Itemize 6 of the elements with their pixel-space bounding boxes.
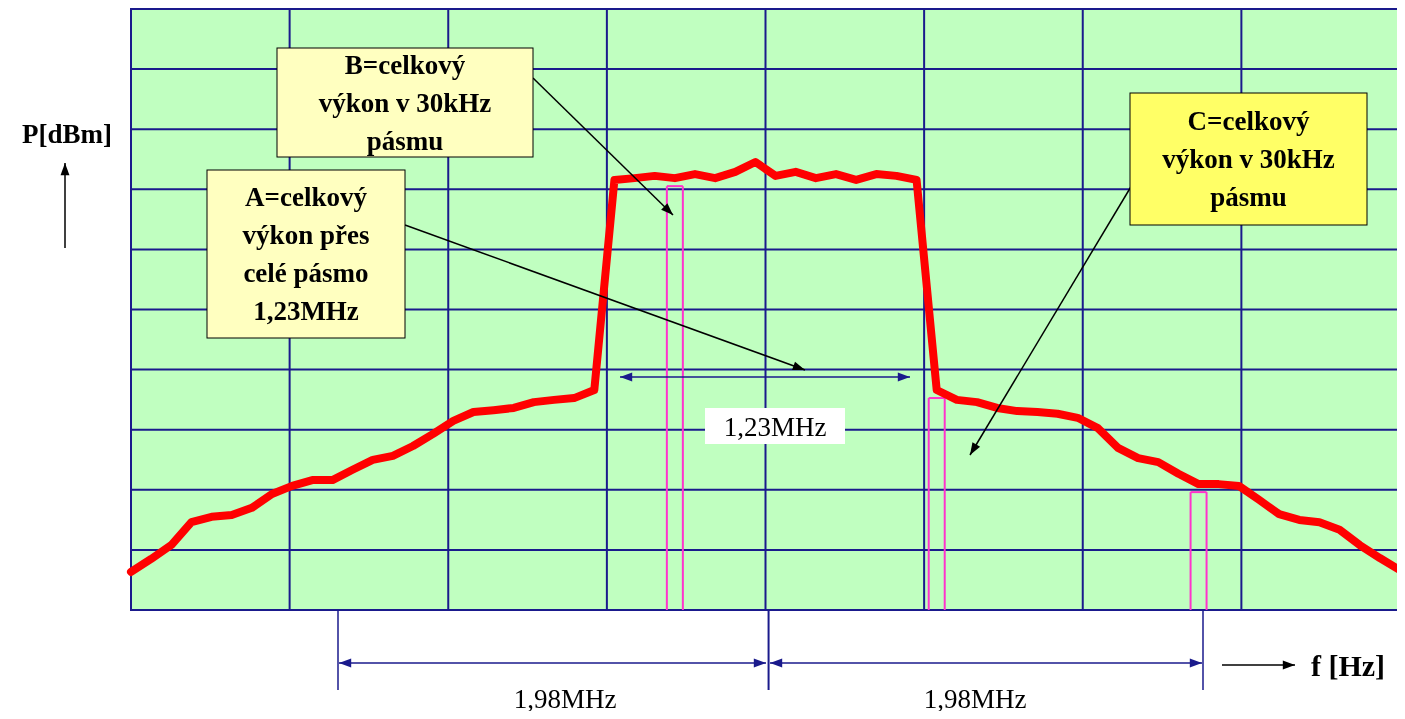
y-axis-title: P[dBm]	[22, 119, 112, 149]
annotation: 1,23MHz	[723, 412, 827, 442]
annotation: A=celkový výkon přes celé pásmo 1,23MHz	[242, 182, 370, 326]
x-axis-title: f [Hz]	[1310, 649, 1386, 682]
annotation: C=celkový výkon v 30kHz pásmu	[1162, 106, 1335, 212]
text: B=celkový výkon v 30kHz pásmu	[318, 49, 492, 156]
